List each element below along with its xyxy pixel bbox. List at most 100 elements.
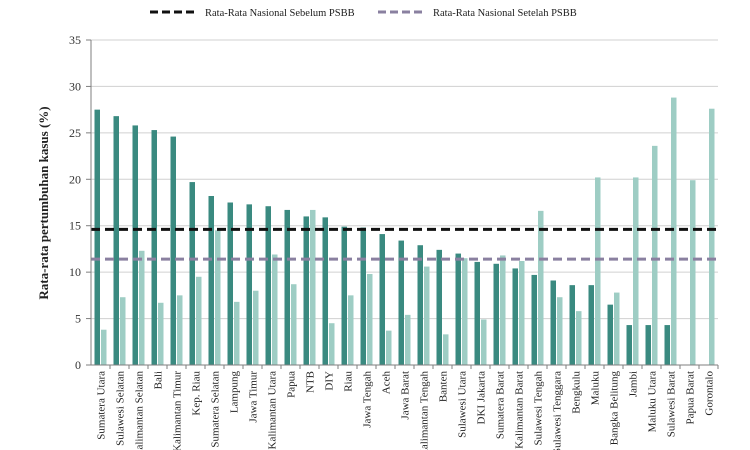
x-tick-label: Kep. Riau <box>191 371 203 416</box>
x-tick-label: DKI Jakarta <box>476 371 488 425</box>
bar-series-1 <box>417 245 423 365</box>
bar-series-2 <box>671 97 677 366</box>
bar-series-1 <box>94 109 100 366</box>
bar-series-2 <box>690 180 696 365</box>
y-tick-label: 10 <box>69 265 81 279</box>
x-tick-label: Jawa Barat <box>400 371 412 420</box>
bar-series-1 <box>569 285 575 365</box>
bar-series-1 <box>341 226 347 365</box>
x-tick-label: Sumatera Utara <box>96 371 108 440</box>
bar-series-2 <box>310 209 316 365</box>
x-tick-label: Banten <box>438 371 450 403</box>
x-tick-label: Sulawesi Tenggara <box>552 371 564 450</box>
reference-lines <box>91 227 718 261</box>
bar-series-2 <box>709 108 715 365</box>
bar-series-2 <box>519 261 525 365</box>
bar-series-2 <box>234 301 240 365</box>
legend: Rata-Rata Nasional Sebelum PSBB Rata-Rata… <box>150 8 577 19</box>
bar-series-1 <box>113 116 119 366</box>
x-tick-label: DIY <box>324 371 336 391</box>
y-tick-label: 30 <box>69 79 81 93</box>
bar-series-1 <box>607 304 613 365</box>
bar-series-2 <box>348 295 354 365</box>
bar-series-1 <box>626 325 632 365</box>
bar-series-2 <box>139 250 145 365</box>
bar-series-1 <box>151 130 157 365</box>
bar-series-2 <box>481 319 487 365</box>
y-tick-label: 25 <box>69 126 81 140</box>
bar-series-1 <box>474 261 480 365</box>
bar-series-1 <box>588 285 594 365</box>
bar-series-2 <box>196 276 202 365</box>
bar-series-1 <box>284 209 290 365</box>
bar-series-1 <box>360 227 366 365</box>
gridlines <box>91 39 718 320</box>
bar-series-2 <box>177 295 183 365</box>
bar-series-2 <box>576 311 582 365</box>
y-tick-label: 15 <box>69 219 81 233</box>
bar-series-2 <box>538 210 544 365</box>
bar-series-2 <box>424 266 430 365</box>
bar-series-1 <box>303 216 309 365</box>
bar-series-2 <box>633 177 639 365</box>
x-tick-label: Sulawesi Selatan <box>115 371 127 446</box>
bar-series-2 <box>462 258 468 365</box>
bar-series-2 <box>500 255 506 365</box>
y-tick-label: 35 <box>69 33 81 47</box>
x-tick-label: NTB <box>305 371 317 393</box>
legend-label-2: Rata-Rata Nasional Setelah PSBB <box>433 8 577 19</box>
y-tick-label: 0 <box>75 358 81 372</box>
bar-series-2 <box>158 302 164 365</box>
bar-series-1 <box>132 125 138 365</box>
bar-series-2 <box>557 297 563 365</box>
axes: 0 5 10 15 20 25 30 35 Sumatera Utara Sulawesi Sel… <box>69 33 719 450</box>
x-tick-label: Riau <box>343 371 355 392</box>
x-tick-label: Sulawesi Barat <box>666 371 678 437</box>
x-tick-label: Sumatera Barat <box>495 371 507 439</box>
bar-series-1 <box>664 325 670 365</box>
bar-series-2 <box>595 177 601 365</box>
bars <box>94 97 715 366</box>
y-tick-label: 20 <box>69 172 81 186</box>
bar-series-2 <box>367 274 373 365</box>
bar-series-2 <box>101 329 107 365</box>
bar-series-1 <box>531 274 537 365</box>
bar-series-2 <box>405 314 411 365</box>
bar-series-1 <box>246 204 252 365</box>
bar-series-2 <box>386 330 392 365</box>
bar-series-2 <box>215 230 221 365</box>
x-tick-label: Lampung <box>229 371 241 414</box>
bar-series-2 <box>291 284 297 365</box>
bar-series-2 <box>329 323 335 365</box>
x-tick-label: Sulawesi Tengah <box>533 371 545 446</box>
x-tick-label: Papua Barat <box>685 371 697 424</box>
x-tick-label: Jawa Timur <box>248 371 260 423</box>
x-tick-label: Bangka Belitung <box>609 371 621 446</box>
x-tick-label: Bengkulu <box>571 371 583 414</box>
bar-series-1 <box>379 234 385 365</box>
x-tick-label: Papua <box>286 371 298 398</box>
bar-series-2 <box>272 254 278 365</box>
bar-series-1 <box>322 217 328 365</box>
y-tick-label: 5 <box>75 312 81 326</box>
x-tick-label: Jawa Tengah <box>362 371 374 428</box>
bar-series-1 <box>550 280 556 365</box>
bar-series-1 <box>265 206 271 365</box>
bar-series-1 <box>189 182 195 365</box>
x-tick-label: Sumatera Selatan <box>210 371 222 448</box>
bar-series-1 <box>170 136 176 365</box>
x-tick-label: Gorontalo <box>704 371 716 416</box>
bar-series-1 <box>493 263 499 365</box>
bar-series-2 <box>614 292 620 365</box>
x-tick-label: Bali <box>153 371 165 389</box>
labels: Rata-rata pertumbuhan kasus (%) <box>36 106 51 299</box>
x-tick-label: Kalimantan Selatan <box>134 371 146 450</box>
x-tick-label: Kalimantan Utara <box>267 371 279 450</box>
bar-series-2 <box>443 334 449 365</box>
bar-series-1 <box>512 268 518 365</box>
bar-series-2 <box>652 145 658 365</box>
bar-series-2 <box>120 297 126 365</box>
bar-series-1 <box>227 202 233 365</box>
